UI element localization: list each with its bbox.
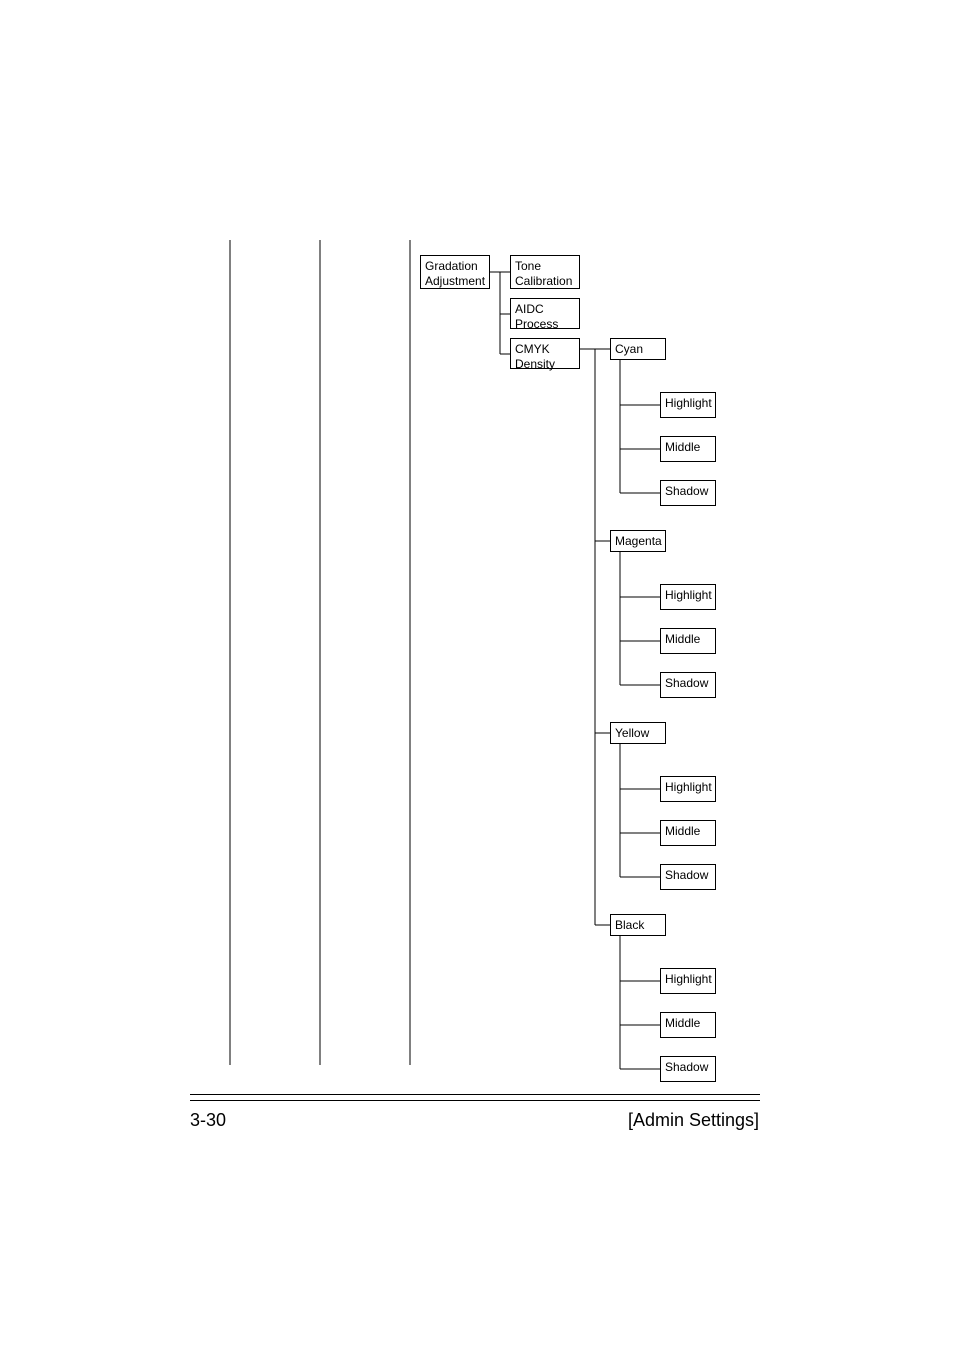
page: Gradation Adjustment Tone Calibration AIDC… <box>0 0 954 1350</box>
tree-node-b_sh: Shadow <box>660 1056 716 1082</box>
tree-node-cmyk: CMYK Density <box>510 338 580 369</box>
page-number: 3-30 <box>190 1110 226 1131</box>
tree-node-cyan: Cyan <box>610 338 666 360</box>
tree-node-yellow: Yellow <box>610 722 666 744</box>
tree-node-b_hi: Highlight <box>660 968 716 994</box>
tree-node-m_hi: Highlight <box>660 584 716 610</box>
tree-lines <box>180 240 800 1070</box>
tree-node-y_mid: Middle <box>660 820 716 846</box>
tree-node-c_sh: Shadow <box>660 480 716 506</box>
tree-node-black: Black <box>610 914 666 936</box>
tree-node-aidc: AIDC Process <box>510 298 580 329</box>
tree-node-root: Gradation Adjustment <box>420 255 490 289</box>
tree-node-c_hi: Highlight <box>660 392 716 418</box>
tree-node-c_mid: Middle <box>660 436 716 462</box>
tree-node-magenta: Magenta <box>610 530 666 552</box>
tree-node-m_mid: Middle <box>660 628 716 654</box>
tree-node-b_mid: Middle <box>660 1012 716 1038</box>
section-title: [Admin Settings] <box>628 1110 759 1131</box>
footer-rule-top <box>190 1094 760 1095</box>
tree-node-y_hi: Highlight <box>660 776 716 802</box>
tree-node-y_sh: Shadow <box>660 864 716 890</box>
tree-node-tone: Tone Calibration <box>510 255 580 289</box>
footer-rule-bottom <box>190 1100 760 1101</box>
tree-diagram: Gradation Adjustment Tone Calibration AIDC… <box>180 240 800 1070</box>
tree-node-m_sh: Shadow <box>660 672 716 698</box>
